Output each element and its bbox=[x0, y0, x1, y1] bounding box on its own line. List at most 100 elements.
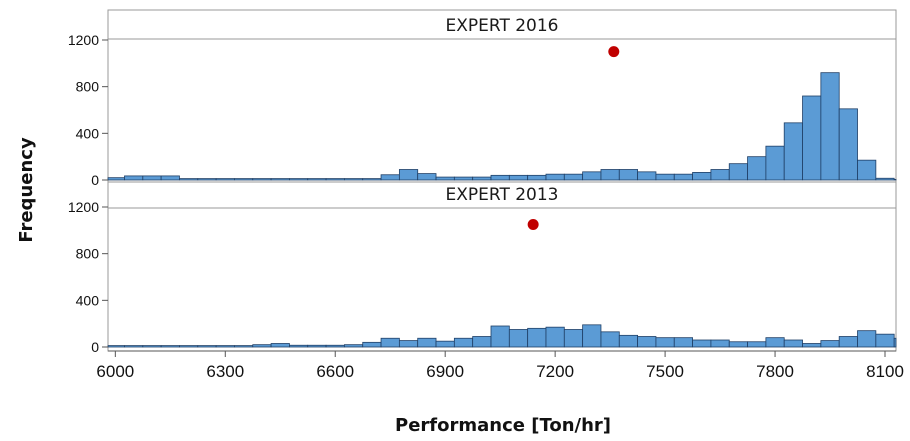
histogram-bar bbox=[802, 95, 822, 181]
histogram-bar bbox=[252, 344, 272, 348]
histogram-bar bbox=[107, 177, 125, 181]
x-tick-label: 7200 bbox=[536, 362, 574, 381]
histogram-bar bbox=[453, 337, 474, 348]
histogram-bar bbox=[270, 178, 290, 181]
histogram-bar bbox=[508, 329, 529, 348]
histogram-bar bbox=[747, 341, 767, 348]
histogram-bar bbox=[820, 340, 840, 348]
histogram-bar bbox=[600, 169, 620, 181]
x-axis: 6000 6300 6600 6900 7200 7500 7800 8100 bbox=[96, 350, 904, 381]
x-axis-label: Performance [Ton/hr] bbox=[395, 415, 611, 436]
histogram-bar bbox=[728, 163, 748, 181]
histogram-bar bbox=[234, 345, 254, 348]
histogram-bar bbox=[215, 345, 235, 348]
mean-marker bbox=[608, 46, 620, 58]
histogram-bar bbox=[673, 173, 693, 181]
histogram-bar bbox=[270, 343, 290, 348]
y-tick-label: 400 bbox=[76, 125, 100, 141]
histogram-bar bbox=[142, 345, 162, 348]
histogram-bar bbox=[857, 159, 877, 181]
histogram-bars bbox=[107, 219, 897, 348]
panel-title: EXPERT 2013 bbox=[445, 185, 558, 205]
histogram-bar bbox=[197, 345, 217, 348]
histogram-bar bbox=[765, 145, 785, 181]
histogram-bar bbox=[380, 174, 400, 181]
histogram-bar bbox=[197, 178, 217, 181]
x-tick-label: 7800 bbox=[756, 362, 794, 381]
y-tick-labels: 0 400 800 1200 bbox=[68, 199, 108, 355]
histogram-bar bbox=[673, 337, 693, 348]
histogram-bar bbox=[838, 108, 858, 181]
histogram-bar bbox=[582, 324, 602, 348]
histogram-bar bbox=[289, 344, 309, 348]
y-tick-label: 800 bbox=[76, 79, 100, 95]
histogram-bar bbox=[453, 176, 474, 181]
histogram-bar bbox=[343, 344, 364, 348]
histogram-bar bbox=[655, 173, 675, 181]
histogram-bar bbox=[307, 178, 327, 181]
y-axis-label: Frequency bbox=[16, 137, 37, 243]
histogram-bar bbox=[107, 345, 125, 348]
histogram-bar bbox=[362, 341, 382, 348]
histogram-bar bbox=[875, 177, 895, 181]
histogram-bar bbox=[380, 337, 400, 348]
histogram-bar bbox=[179, 345, 199, 348]
histogram-bar bbox=[783, 339, 803, 348]
histogram-bar bbox=[875, 333, 895, 348]
histogram-bar bbox=[618, 334, 639, 348]
histogram-bar bbox=[838, 336, 858, 348]
histogram-bar bbox=[527, 174, 547, 181]
histogram-bar bbox=[398, 169, 419, 181]
y-tick-label: 0 bbox=[91, 172, 99, 188]
histogram-bar bbox=[710, 169, 730, 181]
histogram-bar bbox=[563, 329, 584, 348]
histogram-bar bbox=[215, 178, 235, 181]
histogram-bar bbox=[362, 178, 382, 181]
histogram-bar bbox=[142, 175, 162, 181]
histogram-bar bbox=[307, 344, 327, 348]
histogram-bar bbox=[765, 337, 785, 348]
histogram-bar bbox=[472, 176, 492, 181]
y-tick-labels: 0 400 800 1200 bbox=[68, 32, 108, 188]
panel-expert-2016: EXPERT 2016 0 400 800 1200 bbox=[68, 9, 897, 188]
histogram-bar bbox=[179, 178, 199, 181]
histogram-bar bbox=[893, 179, 897, 181]
histogram-bar bbox=[435, 176, 455, 181]
x-tick-label: 7500 bbox=[646, 362, 684, 381]
x-tick-label: 6900 bbox=[426, 362, 464, 381]
histogram-bar bbox=[398, 340, 419, 348]
histogram-bar bbox=[857, 330, 877, 348]
histogram-bar bbox=[692, 172, 712, 181]
y-tick-label: 800 bbox=[76, 246, 100, 262]
histogram-bar bbox=[160, 175, 180, 181]
histogram-bar bbox=[893, 337, 897, 348]
histogram-bar bbox=[655, 337, 675, 348]
histogram-bar bbox=[325, 344, 345, 348]
histogram-bar bbox=[508, 174, 529, 181]
histogram-bar bbox=[710, 339, 730, 348]
histogram-bar bbox=[783, 122, 803, 181]
histogram-bar bbox=[637, 171, 657, 181]
histogram-bar bbox=[820, 72, 840, 181]
histogram-bar bbox=[802, 343, 822, 348]
histogram-bar bbox=[527, 327, 547, 348]
histogram-bar bbox=[289, 178, 309, 181]
histogram-bar bbox=[747, 156, 767, 181]
histogram-bar bbox=[618, 169, 639, 181]
panel-expert-2013: EXPERT 2013 0 400 800 1200 bbox=[68, 181, 897, 355]
x-tick-label: 6600 bbox=[316, 362, 354, 381]
histogram-bar bbox=[728, 341, 748, 348]
histogram-bar bbox=[637, 336, 657, 348]
y-tick-label: 400 bbox=[76, 292, 100, 308]
x-tick-labels: 6000 6300 6600 6900 7200 7500 7800 8100 bbox=[96, 351, 904, 381]
histogram-bar bbox=[252, 178, 272, 181]
histogram-bar bbox=[582, 171, 602, 181]
y-tick-label: 1200 bbox=[68, 199, 99, 215]
histogram-bar bbox=[435, 340, 455, 348]
histogram-bars bbox=[107, 46, 897, 181]
x-tick-label: 6300 bbox=[206, 362, 244, 381]
histogram-bar bbox=[417, 173, 437, 181]
histogram-bar bbox=[563, 173, 584, 181]
histogram-bar bbox=[692, 339, 712, 348]
